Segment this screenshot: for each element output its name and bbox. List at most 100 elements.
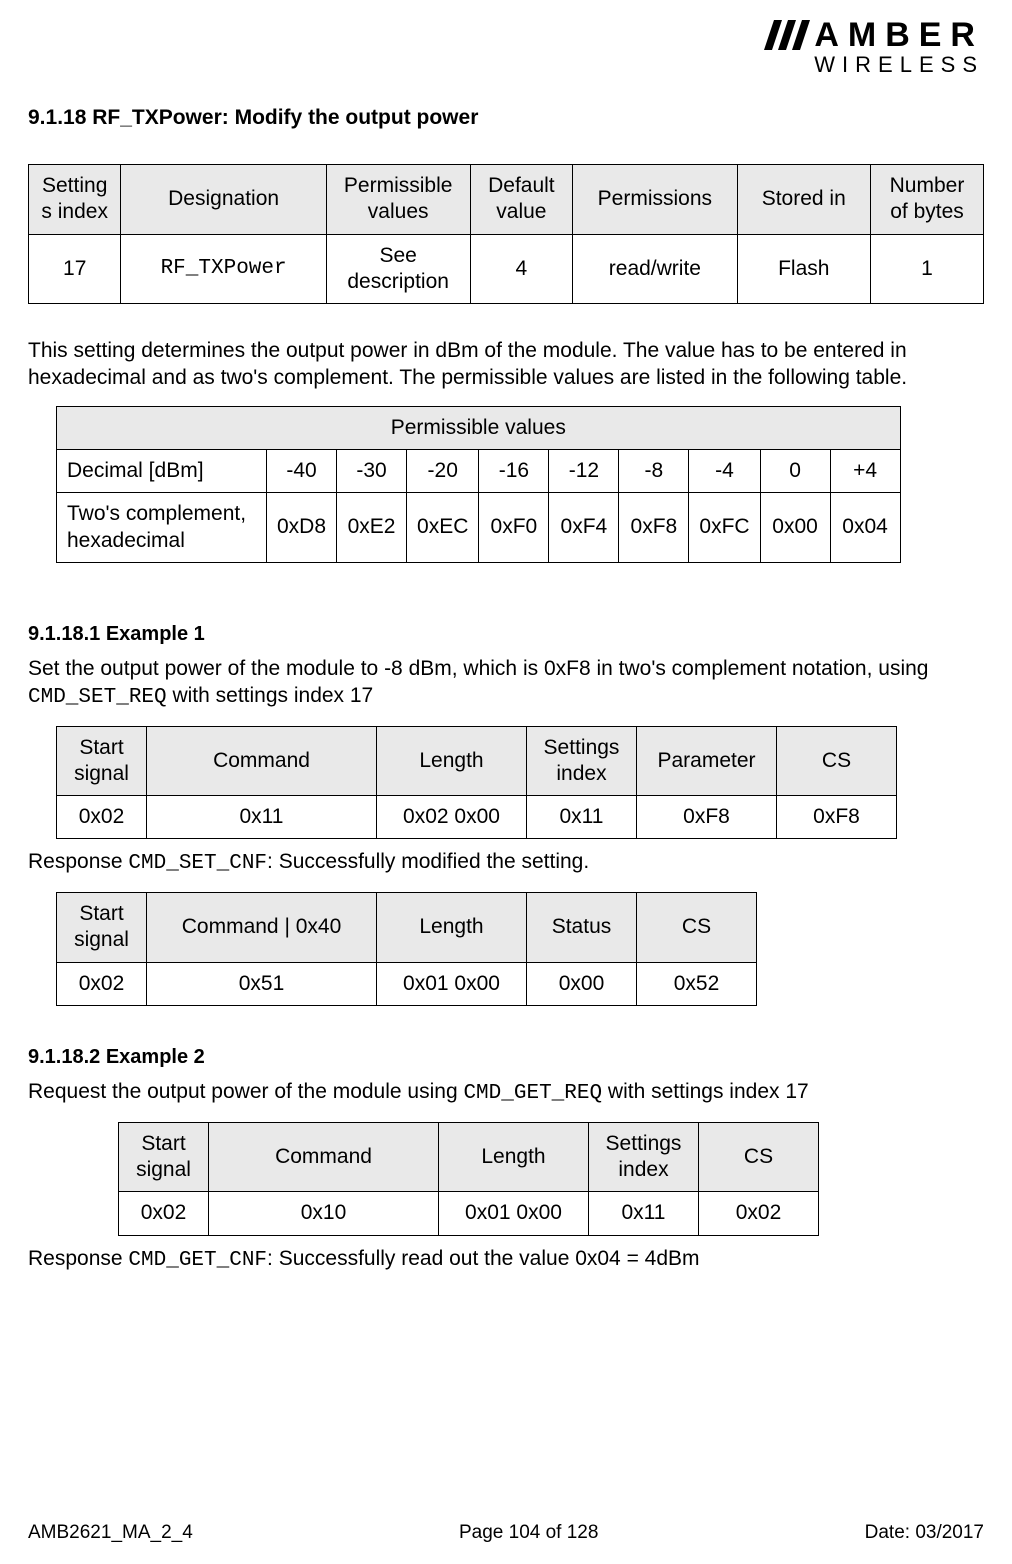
table-row: Permissible values bbox=[57, 406, 901, 449]
cell: 0x02 bbox=[57, 962, 147, 1005]
cell: +4 bbox=[830, 450, 900, 493]
cell: 0xFC bbox=[689, 493, 760, 563]
example1-response-table: Startsignal Command | 0x40 Length Status… bbox=[56, 892, 757, 1006]
logo-stripes-icon bbox=[764, 20, 810, 50]
cell: -12 bbox=[549, 450, 619, 493]
cell: -8 bbox=[619, 450, 689, 493]
cell: 17 bbox=[29, 234, 121, 304]
example1-request-table: Startsignal Command Length Settingsindex… bbox=[56, 726, 897, 840]
col-length: Length bbox=[439, 1122, 589, 1192]
cell: 0x00 bbox=[527, 962, 637, 1005]
perm-title: Permissible values bbox=[57, 406, 901, 449]
table-row: Startsignal Command | 0x40 Length Status… bbox=[57, 893, 757, 963]
col-length: Length bbox=[377, 893, 527, 963]
table-row: Startsignal Command Length Settingsindex… bbox=[119, 1122, 819, 1192]
cell: 0xF8 bbox=[619, 493, 689, 563]
cell: 0x52 bbox=[637, 962, 757, 1005]
perm-row-label: Decimal [dBm] bbox=[57, 450, 267, 493]
cell: 0xF8 bbox=[637, 796, 777, 839]
col-settings-index: Settings index bbox=[29, 165, 121, 235]
table-row: Two's complement,hexadecimal 0xD8 0xE2 0… bbox=[57, 493, 901, 563]
cell: -40 bbox=[267, 450, 337, 493]
table-row: Decimal [dBm] -40 -30 -20 -16 -12 -8 -4 … bbox=[57, 450, 901, 493]
table-row: 0x02 0x11 0x02 0x00 0x11 0xF8 0xF8 bbox=[57, 796, 897, 839]
intro-paragraph: This setting determines the output power… bbox=[28, 338, 984, 392]
code-fragment: CMD_GET_REQ bbox=[463, 1082, 602, 1105]
col-permissions: Permissions bbox=[573, 165, 737, 235]
col-permissible: Permissiblevalues bbox=[326, 165, 470, 235]
cell: 0x11 bbox=[589, 1192, 699, 1235]
col-cs: CS bbox=[777, 726, 897, 796]
cell: 0x02 0x00 bbox=[377, 796, 527, 839]
cell: 0x02 bbox=[119, 1192, 209, 1235]
col-cs: CS bbox=[637, 893, 757, 963]
logo-text-top: AMBER bbox=[814, 18, 984, 52]
table-row: 0x02 0x51 0x01 0x00 0x00 0x52 bbox=[57, 962, 757, 1005]
example2-heading: 9.1.18.2 Example 2 bbox=[28, 1046, 984, 1069]
col-settings-index: Settingsindex bbox=[589, 1122, 699, 1192]
cell: 0x04 bbox=[830, 493, 900, 563]
cell: 0x01 0x00 bbox=[439, 1192, 589, 1235]
cell: 4 bbox=[470, 234, 573, 304]
col-command-or: Command | 0x40 bbox=[147, 893, 377, 963]
cell: -20 bbox=[407, 450, 479, 493]
cell: 0x11 bbox=[527, 796, 637, 839]
cell: Flash bbox=[737, 234, 870, 304]
cell: 0xF4 bbox=[549, 493, 619, 563]
col-cs: CS bbox=[699, 1122, 819, 1192]
text-fragment: Set the output power of the module to -8… bbox=[28, 657, 929, 680]
cell: 1 bbox=[871, 234, 984, 304]
cell: 0xEC bbox=[407, 493, 479, 563]
cell: Seedescription bbox=[326, 234, 470, 304]
cell: 0x01 0x00 bbox=[377, 962, 527, 1005]
col-status: Status bbox=[527, 893, 637, 963]
example2-response-text: Response CMD_GET_CNF: Successfully read … bbox=[28, 1246, 984, 1275]
cell: 0x02 bbox=[57, 796, 147, 839]
col-default: Defaultvalue bbox=[470, 165, 573, 235]
text-fragment: : Successfully modified the setting. bbox=[267, 850, 589, 873]
text-fragment: Response bbox=[28, 1247, 128, 1270]
text-fragment: with settings index 17 bbox=[602, 1080, 809, 1103]
cell: -30 bbox=[337, 450, 407, 493]
page-footer: AMB2621_MA_2_4 Page 104 of 128 Date: 03/… bbox=[28, 1522, 984, 1544]
text-fragment: Request the output power of the module u… bbox=[28, 1080, 463, 1103]
col-settings-index: Settingsindex bbox=[527, 726, 637, 796]
cell: 0xE2 bbox=[337, 493, 407, 563]
code-fragment: CMD_SET_REQ bbox=[28, 686, 167, 709]
col-parameter: Parameter bbox=[637, 726, 777, 796]
col-stored-in: Stored in bbox=[737, 165, 870, 235]
text-fragment: with settings index 17 bbox=[167, 684, 374, 707]
col-start-signal: Startsignal bbox=[57, 893, 147, 963]
code-fragment: CMD_SET_CNF bbox=[128, 852, 267, 875]
cell: 0xD8 bbox=[267, 493, 337, 563]
cell: 0x11 bbox=[147, 796, 377, 839]
cell: 0 bbox=[760, 450, 830, 493]
cell: -16 bbox=[479, 450, 549, 493]
table-row: Settings index Designation Permissibleva… bbox=[29, 165, 984, 235]
logo-text-bottom: WIRELESS bbox=[764, 54, 984, 76]
perm-row-label: Two's complement,hexadecimal bbox=[57, 493, 267, 563]
col-start-signal: Startsignal bbox=[119, 1122, 209, 1192]
cell: 0x00 bbox=[760, 493, 830, 563]
text-fragment: Response bbox=[28, 850, 128, 873]
table-row: 17 RF_TXPower Seedescription 4 read/writ… bbox=[29, 234, 984, 304]
text-fragment: : Successfully read out the value 0x04 =… bbox=[267, 1247, 700, 1270]
permissible-values-table: Permissible values Decimal [dBm] -40 -30… bbox=[56, 406, 901, 563]
cell: 0x51 bbox=[147, 962, 377, 1005]
footer-left: AMB2621_MA_2_4 bbox=[28, 1522, 193, 1544]
code-fragment: CMD_GET_CNF bbox=[128, 1249, 267, 1272]
cell: -4 bbox=[689, 450, 760, 493]
col-length: Length bbox=[377, 726, 527, 796]
col-command: Command bbox=[147, 726, 377, 796]
example1-response-text: Response CMD_SET_CNF: Successfully modif… bbox=[28, 849, 984, 878]
cell: 0xF8 bbox=[777, 796, 897, 839]
table-row: 0x02 0x10 0x01 0x00 0x11 0x02 bbox=[119, 1192, 819, 1235]
section-heading: 9.1.18 RF_TXPower: Modify the output pow… bbox=[28, 106, 984, 130]
col-start-signal: Startsignal bbox=[57, 726, 147, 796]
cell: 0x10 bbox=[209, 1192, 439, 1235]
cell: RF_TXPower bbox=[121, 234, 326, 304]
brand-logo: AMBER WIRELESS bbox=[28, 18, 984, 76]
example1-text: Set the output power of the module to -8… bbox=[28, 656, 984, 712]
table-row: Startsignal Command Length Settingsindex… bbox=[57, 726, 897, 796]
settings-table: Settings index Designation Permissibleva… bbox=[28, 164, 984, 304]
